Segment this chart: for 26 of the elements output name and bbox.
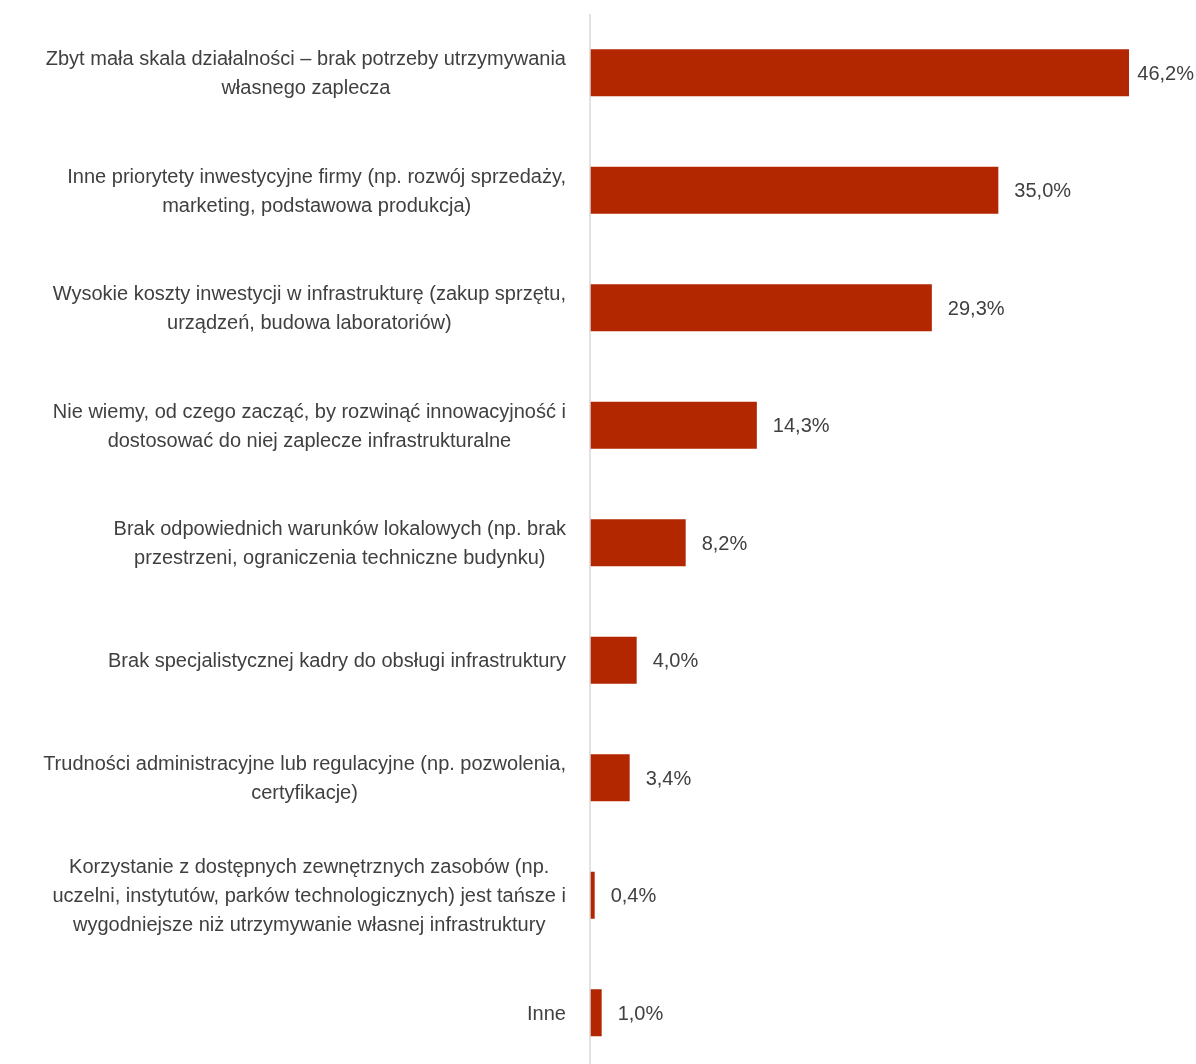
bar xyxy=(590,284,932,332)
y-tick-label: Brak odpowiednich warunków lokalowych (np. brak przestrzeni, ograniczenia techniczne budynku) xyxy=(113,517,567,569)
bar xyxy=(590,636,637,684)
y-tick-label: Wysokie koszty inwestycji w infrastrukturę (zakup sprzętu, urządzeń, budowa laboratoriów) xyxy=(52,282,566,334)
data-label: 4,0% xyxy=(652,649,699,672)
data-label: 46,2% xyxy=(1137,61,1195,84)
y-tick-label: Inne xyxy=(527,1001,567,1024)
y-tick-label: Trudności administracyjne lub regulacyjne (np. pozwolenia, certyfikacje) xyxy=(43,752,567,804)
y-tick-label: Korzystanie z dostępnych zewnętrznych zasobów (np. uczelni, instytutów, parków technologicznych) jest tańsze i wygodniejsze niż utrzymywanie własnej infrastruktury xyxy=(52,855,566,936)
y-tick-label: Nie wiemy, od czego zacząć, by rozwinąć innowacyjność i dostosować do niej zaplecze infrastrukturalne xyxy=(52,399,567,451)
bar xyxy=(590,49,1129,97)
bar xyxy=(590,754,630,802)
y-tick-label: Zbyt mała skala działalności – brak potrzeby utrzymywania własnego zaplecza xyxy=(45,47,567,99)
data-label: 35,0% xyxy=(1014,179,1072,202)
data-label: 0,4% xyxy=(610,884,657,907)
data-label: 3,4% xyxy=(645,766,692,789)
bar xyxy=(590,989,602,1037)
bar xyxy=(590,401,757,449)
y-tick-label: Brak specjalistycznej kadry do obsługi infrastruktury xyxy=(108,649,566,672)
bar xyxy=(590,519,686,567)
data-label: 14,3% xyxy=(772,414,830,437)
bar xyxy=(590,166,999,214)
data-label: 1,0% xyxy=(617,1001,664,1024)
data-label: 29,3% xyxy=(947,296,1005,319)
y-tick-label: Inne priorytety inwestycyjne firmy (np. rozwój sprzedaży, marketing, podstawowa produkcja) xyxy=(67,164,567,216)
data-label: 8,2% xyxy=(701,531,748,554)
